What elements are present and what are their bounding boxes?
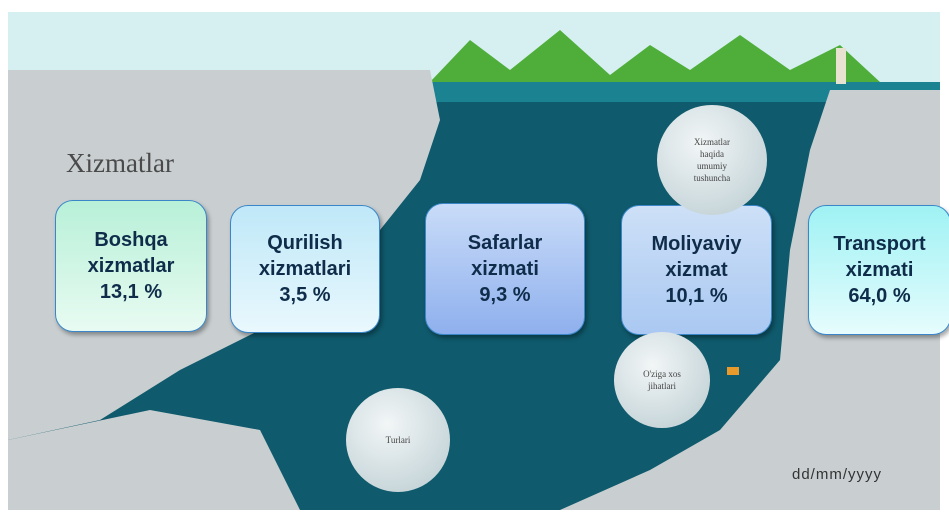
text-line: xizmati [471, 256, 539, 282]
text-line: Qurilish [267, 230, 343, 256]
text-line: Xizmatlar [694, 136, 730, 148]
text-line: xizmatlar [88, 253, 175, 279]
text-line: O'ziga xos [643, 368, 681, 380]
text-line: umumiy [697, 160, 727, 172]
lighthouse [836, 48, 846, 84]
text-line: 64,0 % [848, 283, 910, 309]
text-line: Boshqa [94, 227, 167, 253]
text-line: Transport [833, 231, 925, 257]
text-line: haqida [700, 148, 724, 160]
text-line: 3,5 % [279, 282, 330, 308]
slide: Xizmatlar dd/mm/yyyy Boshqaxizmatlar13,1… [0, 0, 949, 519]
date: dd/mm/yyyy [792, 466, 882, 483]
text-line: xizmati [846, 257, 914, 283]
boat [727, 367, 739, 375]
text-line: Turlari [386, 434, 411, 446]
text-line: 10,1 % [665, 283, 727, 309]
text-line: Moliyaviy [651, 231, 741, 257]
bubble: Turlari [346, 388, 450, 492]
text-line: xizmat [665, 257, 727, 283]
text-line: Safarlar [468, 230, 543, 256]
text-line: tushuncha [694, 172, 731, 184]
text-line: jihatlari [648, 380, 676, 392]
text-line: 9,3 % [479, 282, 530, 308]
text-line: 13,1 % [100, 279, 162, 305]
slide-title: Xizmatlar [66, 148, 174, 179]
text-line: xizmatlari [259, 256, 351, 282]
